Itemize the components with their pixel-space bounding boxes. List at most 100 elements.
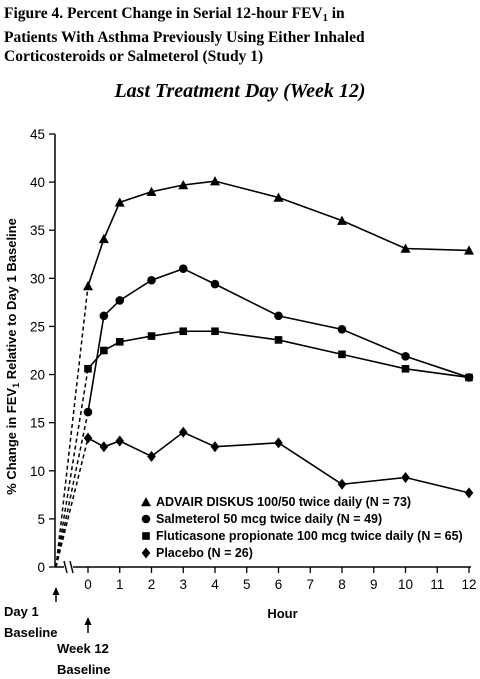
- x-tick-label: 9: [370, 577, 378, 592]
- data-point: [338, 350, 346, 359]
- data-point: [147, 450, 156, 462]
- figure-caption: Figure 4. Percent Change in Serial 12-ho…: [4, 4, 474, 66]
- day1-label: Day 1: [4, 604, 39, 619]
- caption-line-3: Corticosteroids or Salmeterol (Study 1): [4, 48, 264, 65]
- axis-break-mark: [69, 560, 74, 574]
- data-point: [83, 432, 93, 444]
- series-triangle: [83, 176, 474, 291]
- series-group: [83, 176, 474, 499]
- day1-arrow: [52, 587, 60, 602]
- data-point: [83, 407, 93, 417]
- data-point: [178, 264, 188, 274]
- y-tick-label: 10: [30, 464, 45, 479]
- x-tick-label: 4: [211, 577, 219, 592]
- legend-entry: Placebo (N = 26): [156, 546, 253, 560]
- data-point: [115, 296, 125, 305]
- caption-line-1-end: in: [327, 5, 345, 22]
- caption-line-2: Patients With Asthma Previously Using Ei…: [4, 29, 365, 46]
- caption-line-1: Figure 4. Percent Change in Serial 12-ho…: [4, 4, 474, 28]
- y-tick-label: 20: [30, 368, 45, 383]
- legend-entry: ADVAIR DISKUS 100/50 twice daily (N = 73…: [156, 495, 411, 509]
- data-point: [147, 332, 156, 340]
- baseline-dashed-line: [55, 411, 89, 568]
- legend-entry: Salmeterol 50 mcg twice daily (N = 49): [156, 512, 382, 526]
- baseline-dashed-line: [55, 285, 89, 568]
- data-point: [99, 441, 109, 453]
- y-axis-label: % Change in FEV1 Relative to Day 1 Basel…: [4, 218, 21, 495]
- data-point: [178, 179, 189, 190]
- data-point: [464, 245, 474, 255]
- x-tick-label: 10: [398, 577, 413, 592]
- data-point: [115, 435, 125, 447]
- arrow-head: [84, 617, 92, 625]
- baseline-connectors: [55, 285, 89, 568]
- y-tick-label: 40: [30, 175, 45, 190]
- data-point: [274, 437, 283, 449]
- series-line: [87, 180, 470, 287]
- caption-line-1-text: Figure 4. Percent Change in Serial 12-ho…: [4, 5, 323, 22]
- arrow-head: [52, 587, 60, 595]
- day1-baseline-label: Baseline: [4, 625, 57, 640]
- data-point: [83, 281, 93, 291]
- data-point: [98, 233, 109, 244]
- x-tick-label: 6: [275, 577, 283, 592]
- data-point: [100, 346, 108, 355]
- axis-break-mark: [63, 560, 68, 574]
- legend-marker: [141, 514, 151, 524]
- baseline-dashed-line: [55, 368, 89, 568]
- data-point: [84, 364, 92, 373]
- data-point: [464, 487, 474, 499]
- data-point: [337, 215, 347, 225]
- data-point: [337, 478, 347, 490]
- data-point: [147, 275, 156, 285]
- data-point: [401, 351, 410, 361]
- data-point: [273, 192, 284, 202]
- week12-label: Week 12: [57, 641, 109, 656]
- x-tick-label: 7: [306, 577, 314, 592]
- series-diamond: [83, 426, 474, 499]
- legend-marker: [141, 547, 151, 559]
- axis-labels: Hour % Change in FEV1 Relative to Day 1 B…: [4, 218, 298, 677]
- data-point: [401, 364, 410, 373]
- series-square: [84, 327, 473, 382]
- y-tick-label: 45: [30, 127, 45, 142]
- data-point: [210, 441, 220, 453]
- data-point: [400, 243, 411, 253]
- data-point: [274, 311, 283, 321]
- data-point: [99, 311, 109, 321]
- x-tick-label: 12: [461, 577, 476, 592]
- y-tick-label: 25: [30, 319, 45, 334]
- x-tick-label: 8: [338, 577, 346, 592]
- x-tick-label: 5: [243, 577, 251, 592]
- baseline-dashed-line: [55, 437, 89, 568]
- series-line: [87, 267, 470, 413]
- data-point: [115, 338, 124, 346]
- legend-marker: [142, 532, 150, 540]
- x-axis-label: Hour: [267, 606, 297, 621]
- data-point: [465, 373, 473, 382]
- series-line: [87, 431, 470, 494]
- x-tick-label: 3: [179, 577, 187, 592]
- legend: ADVAIR DISKUS 100/50 twice daily (N = 73…: [141, 495, 463, 560]
- y-tick-label: 0: [37, 560, 45, 575]
- data-point: [146, 186, 157, 196]
- data-point: [274, 336, 283, 344]
- week12-arrow: [84, 617, 92, 633]
- caption-subscript: 1: [322, 13, 328, 24]
- y-tick-label: 15: [30, 416, 45, 431]
- y-tick-label: 5: [37, 512, 45, 527]
- legend-entry: Fluticasone propionate 100 mcg twice dai…: [156, 529, 463, 543]
- series-line: [87, 330, 470, 379]
- data-point: [179, 327, 188, 336]
- data-point: [337, 325, 347, 334]
- data-point: [178, 426, 188, 438]
- legend-marker: [141, 497, 151, 507]
- data-point: [210, 176, 220, 186]
- x-tick-label: 2: [148, 577, 156, 592]
- week12-baseline-label: Baseline: [57, 662, 110, 677]
- chart-title: Last Treatment Day (Week 12): [114, 80, 366, 102]
- x-tick-label: 0: [84, 577, 92, 592]
- data-point: [210, 279, 220, 289]
- x-tick-label: 1: [116, 577, 124, 592]
